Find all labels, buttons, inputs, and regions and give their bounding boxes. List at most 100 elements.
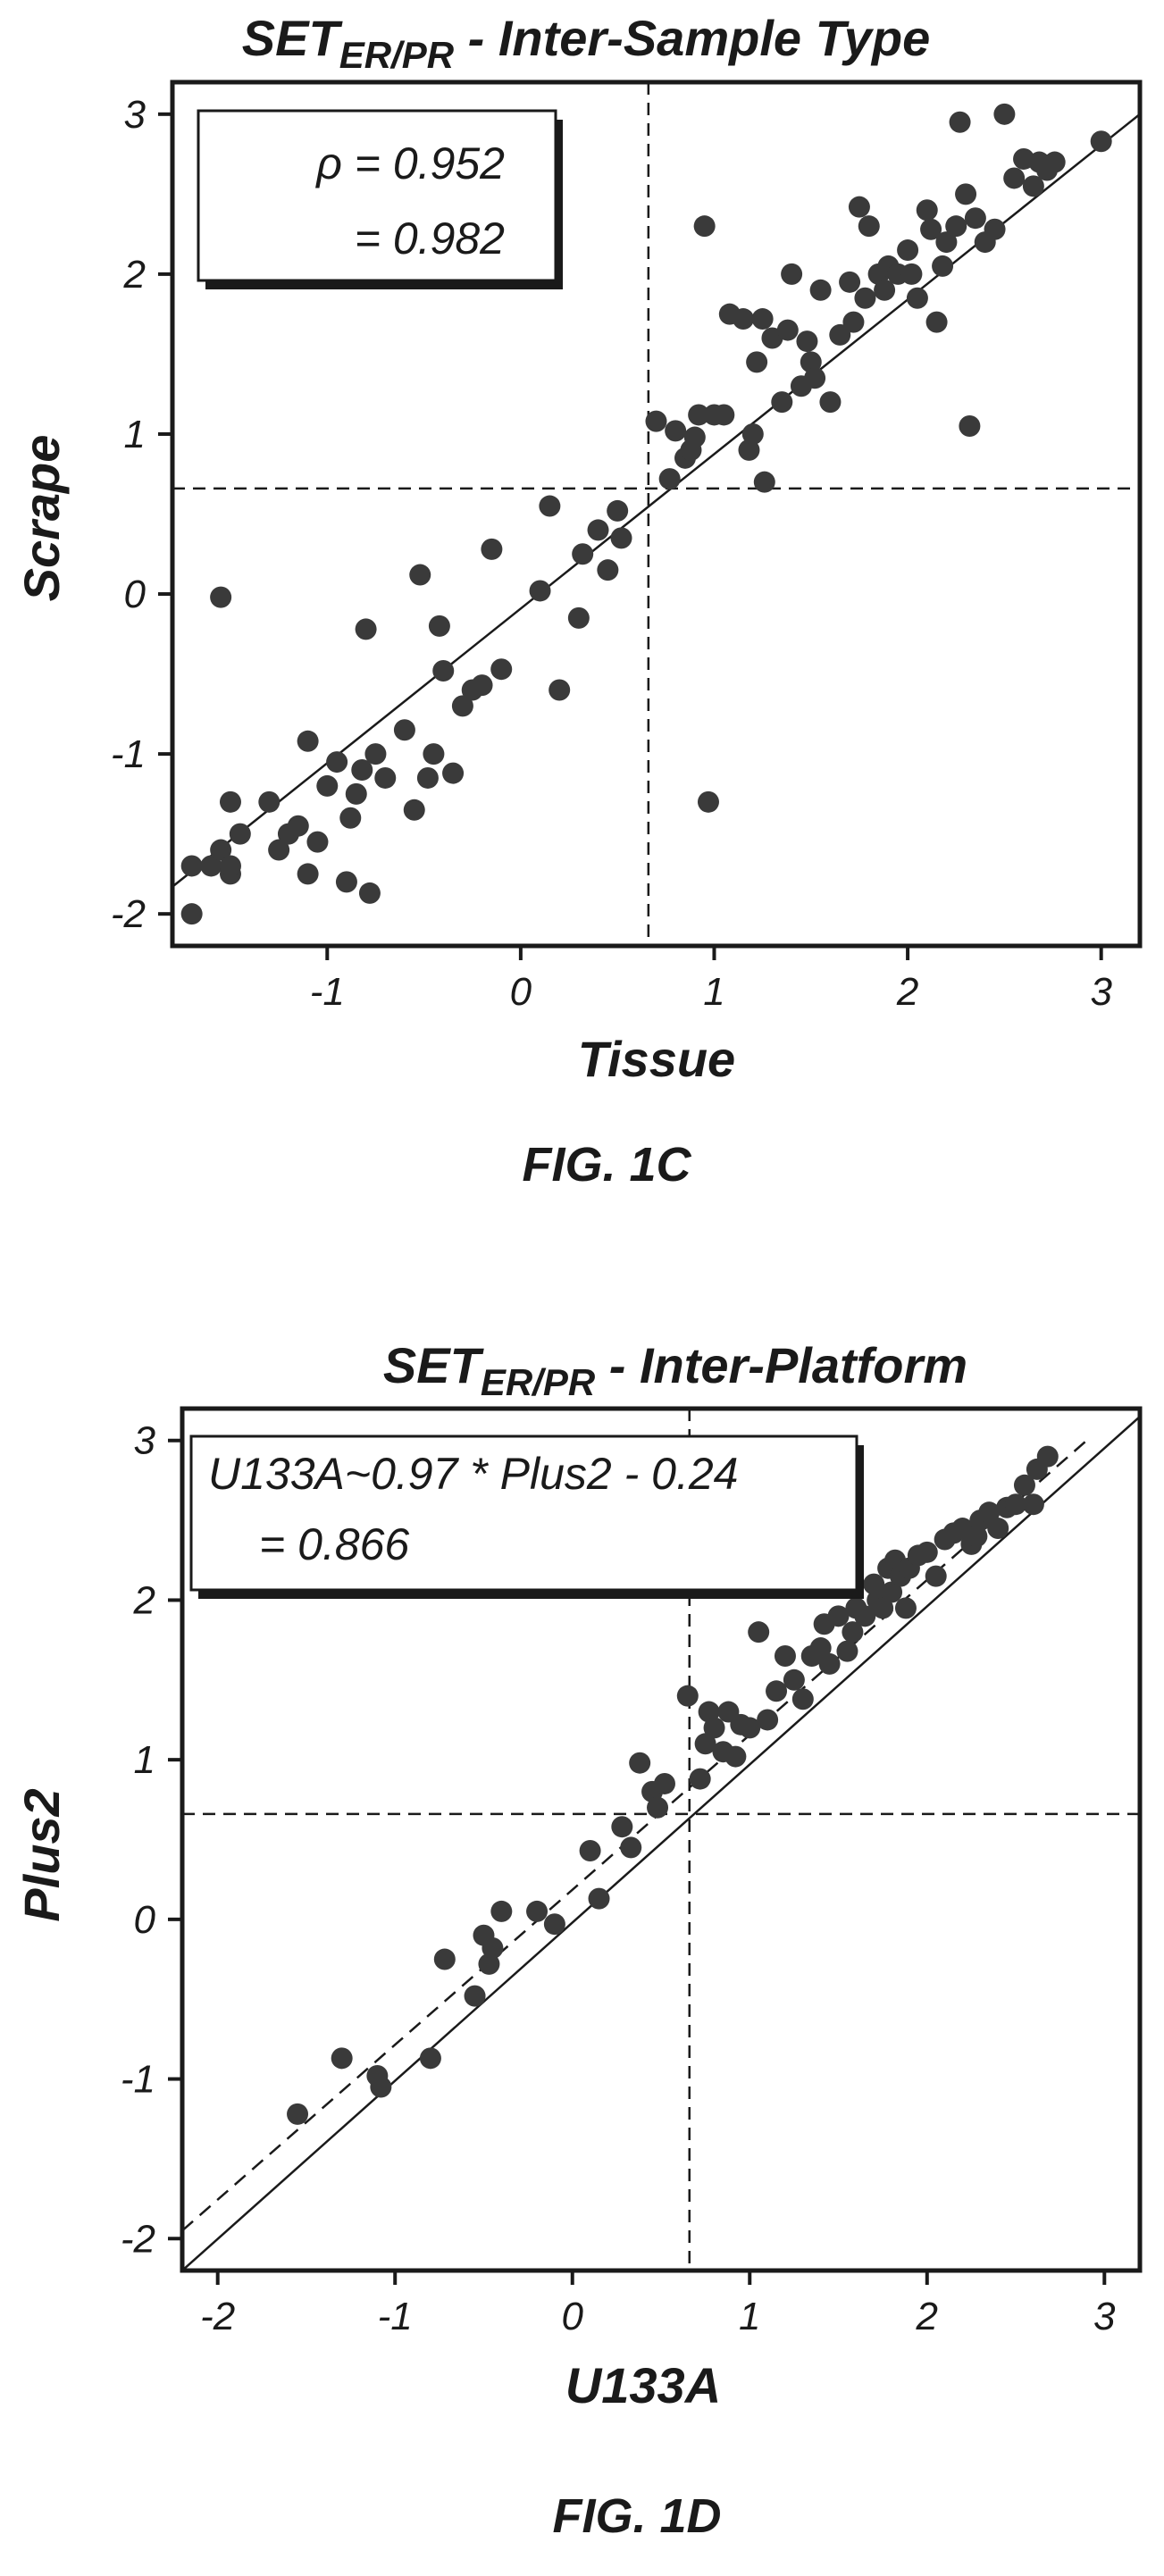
data-point (1003, 167, 1026, 189)
y-tick-label: 2 (123, 253, 146, 297)
data-point (316, 774, 339, 797)
data-point (854, 1605, 876, 1627)
data-point (588, 1887, 610, 1910)
data-point (481, 538, 503, 560)
data-point (966, 1525, 988, 1547)
data-point (229, 823, 251, 845)
x-axis-ticks: -2 -1 0 1 2 3 (200, 2271, 1116, 2338)
data-point (345, 782, 367, 805)
data-point (827, 1605, 850, 1627)
x-tick-label: 2 (916, 2295, 938, 2338)
data-point (949, 111, 971, 133)
annotation-line-2: = 0.866 (259, 1519, 409, 1569)
data-point (748, 1621, 770, 1643)
data-point (210, 839, 232, 861)
figure-label: FIG. 1C (522, 1138, 691, 1192)
data-point (1022, 175, 1044, 197)
data-point (935, 231, 958, 254)
data-point (964, 207, 986, 230)
data-point (287, 2103, 309, 2125)
data-point (854, 287, 876, 309)
data-point (809, 1637, 832, 1660)
data-point (490, 1900, 513, 1922)
data-point (529, 580, 551, 602)
x-tick-label: 0 (561, 2295, 583, 2338)
data-point (897, 239, 919, 262)
chart-title: SETER/PR - Inter-Sample Type (242, 10, 930, 76)
data-point (818, 1652, 841, 1675)
annotation-line-1: ρ = 0.952 (314, 138, 505, 188)
x-tick-label: 3 (1093, 2295, 1116, 2338)
y-tick-label: -2 (121, 2217, 155, 2261)
y-tick-label: 1 (134, 1738, 155, 1782)
y-axis-label: Plus2 (13, 1788, 70, 1921)
data-point (416, 766, 439, 789)
data-point (423, 743, 445, 765)
data-point (442, 762, 465, 784)
data-point (210, 586, 232, 608)
data-point (925, 1565, 947, 1587)
annotation-line-2: = 0.982 (355, 213, 505, 263)
data-point (219, 790, 241, 813)
data-point (464, 1985, 486, 2007)
data-point (403, 799, 425, 821)
annotation-line-1: U133A~0.97 * Plus2 - 0.24 (208, 1449, 738, 1499)
x-tick-label: -1 (378, 2295, 413, 2338)
data-point (331, 2047, 353, 2070)
y-axis-label: Scrape (13, 435, 70, 602)
data-point (451, 695, 473, 717)
data-point (419, 2047, 441, 2070)
data-point (796, 330, 818, 353)
data-point (1036, 1445, 1059, 1468)
data-point (432, 659, 455, 682)
data-point (945, 215, 967, 238)
data-point (881, 1581, 903, 1603)
data-point (900, 263, 923, 285)
data-point (287, 815, 309, 837)
data-point (894, 1597, 917, 1619)
data-point (597, 559, 619, 581)
data-point (471, 674, 493, 697)
data-point (694, 1733, 716, 1755)
data-point (746, 351, 768, 373)
data-point (791, 1688, 814, 1710)
data-point (925, 311, 948, 333)
data-point (567, 606, 590, 629)
data-point (572, 543, 594, 565)
data-point (683, 426, 706, 448)
data-point (543, 1913, 565, 1936)
x-tick-label: 2 (896, 970, 918, 1014)
data-point (526, 1900, 549, 1922)
data-point (653, 1772, 675, 1794)
data-points (180, 103, 1112, 925)
data-point (490, 658, 513, 681)
data-point (829, 323, 851, 346)
data-point (364, 743, 387, 765)
data-point (539, 495, 561, 517)
data-point (987, 1518, 1009, 1540)
x-axis-label: Tissue (578, 1031, 735, 1087)
data-point (482, 1937, 504, 1960)
data-point (1043, 151, 1066, 173)
data-point (268, 839, 290, 861)
data-point (1013, 1474, 1035, 1496)
data-point (872, 1597, 894, 1619)
data-point (610, 527, 632, 549)
data-point (355, 618, 377, 640)
data-point (916, 199, 938, 222)
data-point (906, 287, 928, 309)
data-point (858, 215, 880, 238)
x-tick-label: 0 (510, 970, 532, 1014)
data-point (200, 855, 222, 877)
data-point (1005, 1493, 1027, 1516)
data-point (374, 766, 397, 789)
data-point (757, 1709, 779, 1731)
data-point (629, 1752, 651, 1774)
data-point (693, 215, 716, 238)
y-tick-label: 1 (124, 413, 146, 456)
data-point (809, 279, 832, 301)
data-point (611, 1816, 633, 1838)
data-point (863, 1573, 885, 1595)
chart-title: SETER/PR - Inter-Platform (383, 1337, 967, 1403)
data-point (258, 790, 281, 813)
